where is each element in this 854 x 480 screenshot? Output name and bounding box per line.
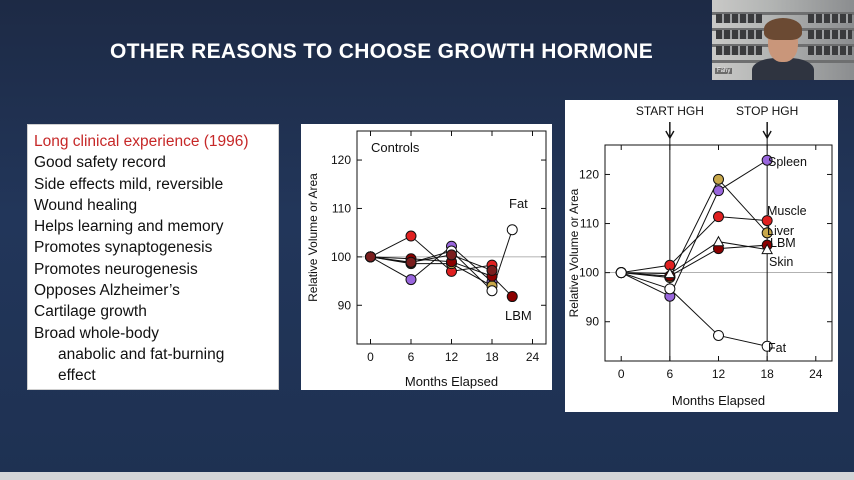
series-label: Fat	[509, 196, 528, 211]
data-point	[713, 211, 724, 223]
controls-chart: 0 6 12 18 24 90 100 110 120 Months Elapsed Relativ…	[306, 130, 547, 389]
bullet-item: effect	[58, 367, 96, 385]
bottom-bar	[0, 472, 854, 480]
data-point	[664, 267, 676, 279]
y-tick-label: 120	[579, 167, 599, 181]
bullet-item: anabolic and fat-burning	[58, 345, 225, 363]
series-line	[620, 159, 768, 297]
series-label: Spleen	[768, 155, 807, 169]
y-tick-label: 100	[331, 250, 351, 264]
bullet-list-box: Long clinical experience (1996) Good safe…	[27, 124, 279, 390]
down-arrow-icon	[665, 122, 675, 140]
down-arrow-icon	[762, 122, 772, 140]
series-label: Fat	[768, 341, 787, 355]
x-axis-label: Months Elapsed	[672, 393, 765, 408]
x-tick-label: 18	[760, 367, 774, 381]
y-tick-label: 100	[579, 266, 599, 280]
series-line	[621, 244, 768, 277]
bullet-item: Cartilage growth	[34, 303, 147, 321]
data-point	[761, 340, 773, 352]
series-label: LBM	[505, 308, 532, 323]
x-tick-label: 12	[445, 350, 459, 364]
series-line	[621, 178, 768, 279]
data-point	[761, 227, 773, 239]
x-tick-label: 6	[667, 367, 674, 381]
data-point	[405, 230, 417, 242]
x-tick-label: 12	[712, 367, 726, 381]
data-point	[446, 249, 457, 261]
speaker-body	[752, 58, 814, 80]
data-point	[713, 185, 724, 197]
data-point	[506, 224, 518, 236]
data-point	[761, 154, 773, 166]
x-tick-label: 24	[809, 367, 823, 381]
webcam-video: Fahy	[712, 0, 854, 80]
marker-annotation: START HGH	[636, 104, 704, 118]
data-point	[664, 283, 676, 295]
series-line	[621, 216, 768, 274]
bullet-item: Good safety record	[34, 154, 166, 172]
bullet-item: Promotes synaptogenesis	[34, 239, 213, 257]
x-tick-label: 6	[408, 350, 415, 364]
data-point	[365, 251, 376, 263]
data-point	[712, 235, 725, 247]
bullet-item: Wound healing	[34, 196, 138, 214]
series-line	[621, 241, 768, 275]
bullet-list: Long clinical experience (1996) Good safe…	[28, 125, 278, 387]
hgh-chart-panel: 0 6 12 18 24 90 100 110 120 Months Elapsed Relativ…	[565, 100, 838, 412]
marker-annotation: STOP HGH	[736, 104, 798, 118]
x-tick-label: 0	[367, 350, 374, 364]
series-line	[370, 256, 493, 287]
bullet-item: Broad whole-body	[34, 324, 159, 342]
x-tick-label: 0	[618, 367, 625, 381]
data-point	[486, 264, 498, 276]
y-tick-label: 120	[331, 153, 351, 167]
series-label: Skin	[769, 255, 793, 269]
bullet-item: Promotes neurogenesis	[34, 260, 198, 278]
data-point	[761, 243, 773, 255]
data-point	[506, 291, 518, 303]
y-tick-label: 90	[338, 298, 352, 312]
x-tick-label: 24	[526, 350, 540, 364]
x-tick-label: 18	[485, 350, 499, 364]
y-tick-label: 110	[580, 217, 599, 231]
series-label: Muscle	[767, 204, 807, 218]
data-point	[486, 285, 498, 297]
data-point	[713, 173, 724, 185]
bullet-item: Helps learning and memory	[34, 218, 224, 236]
chart-title: Controls	[371, 140, 420, 155]
webcam-name-label: Fahy	[715, 68, 733, 74]
data-point	[713, 329, 724, 341]
bullet-item: Side effects mild, reversible	[34, 175, 224, 193]
controls-chart-panel: 0 6 12 18 24 90 100 110 120 Months Elapsed Relativ…	[301, 124, 552, 390]
series-line	[370, 254, 493, 271]
bullet-item: Long clinical experience (1996)	[34, 133, 249, 150]
y-tick-label: 110	[332, 201, 351, 215]
data-point	[615, 267, 627, 279]
series-line	[621, 272, 768, 347]
data-point	[405, 274, 417, 286]
x-axis-label: Months Elapsed	[405, 374, 498, 389]
y-tick-label: 90	[586, 315, 600, 329]
series-line	[370, 245, 493, 283]
series-label: LBM	[770, 236, 796, 250]
y-axis-label: Relative Volume or Area	[567, 188, 581, 317]
data-point	[761, 215, 773, 227]
slide-title: OTHER REASONS TO CHOOSE GROWTH HORMONE	[110, 40, 654, 63]
hgh-chart: 0 6 12 18 24 90 100 110 120 Months Elapsed Relativ…	[567, 104, 833, 408]
speaker-hair	[764, 18, 802, 40]
series-label: Liver	[767, 224, 794, 238]
series-line	[370, 235, 493, 272]
bullet-item: Opposes Alzheimer’s	[34, 282, 180, 300]
y-axis-label: Relative Volume or Area	[306, 173, 320, 302]
data-point	[405, 256, 417, 268]
